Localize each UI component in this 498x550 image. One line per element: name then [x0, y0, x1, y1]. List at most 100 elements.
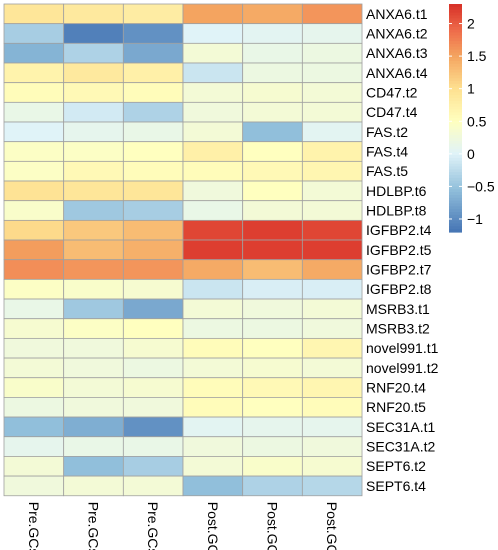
heatmap-cell [182, 180, 244, 202]
legend-gradient-step [449, 86, 462, 91]
heatmap-cell [182, 396, 244, 418]
heatmap-cell [63, 23, 124, 44]
heatmap-cell [182, 121, 244, 143]
legend-gradient-step [449, 135, 462, 139]
heatmap-cell [3, 219, 65, 241]
heatmap-cell [3, 259, 65, 280]
legend-gradient-step [449, 206, 462, 210]
heatmap-cell [63, 200, 124, 221]
heatmap-cell [301, 42, 363, 64]
row-label: novel991.t1 [366, 340, 439, 356]
heatmap-cell [122, 318, 184, 339]
heatmap-cells [3, 3, 363, 497]
heatmap-cell [242, 42, 303, 64]
heatmap-cell [122, 357, 184, 379]
legend-gradient-step [449, 137, 462, 142]
heatmap-cell [63, 377, 124, 398]
heatmap-cell [63, 318, 124, 339]
legend-gradient-step [449, 46, 462, 51]
color-legend: 2 1.5 1 0.5 0 −0.5 −1 [449, 4, 495, 233]
legend-gradient-step [449, 149, 462, 153]
heatmap-cell [301, 23, 363, 44]
heatmap-cell [63, 396, 124, 418]
row-label: ANXA6.t1 [366, 6, 428, 22]
legend-gradient-step [449, 155, 462, 159]
legend-gradient-step [449, 229, 462, 233]
heatmap-cell [3, 42, 65, 64]
heatmap-cell [301, 298, 363, 320]
row-label: novel991.t2 [366, 360, 439, 376]
heatmap-cell [242, 436, 303, 457]
legend-gradient-step [449, 63, 462, 68]
legend-gradient-step [449, 140, 462, 145]
heatmap-cell [122, 42, 184, 64]
heatmap-cell [301, 337, 363, 359]
heatmap-cell [182, 298, 244, 320]
heatmap-cell [301, 475, 363, 497]
legend-gradient-step [449, 183, 462, 187]
legend-gradient-step [449, 69, 462, 73]
heatmap-cell [63, 62, 124, 84]
column-label: Post.GCs.2 [265, 502, 281, 550]
heatmap-cell [242, 396, 303, 418]
legend-gradient-step [449, 35, 462, 39]
legend-gradient-step [449, 120, 462, 125]
legend-gradient-step [449, 132, 462, 136]
heatmap-cell [63, 278, 124, 300]
heatmap-cell [3, 298, 65, 320]
heatmap-cell [242, 141, 303, 162]
heatmap-cell [182, 200, 244, 221]
row-label: CD47.t4 [366, 104, 418, 120]
column-label: Post.GCs.3 [324, 502, 340, 550]
heatmap-cell [63, 298, 124, 320]
row-label: CD47.t2 [366, 85, 418, 101]
legend-tick-label: 0 [467, 146, 475, 162]
legend-gradient-step [449, 38, 462, 42]
legend-gradient-step [449, 92, 462, 96]
legend-gradient-step [449, 226, 462, 230]
legend-gradient-step [449, 197, 462, 202]
legend-tick-label: −1 [467, 211, 483, 227]
heatmap-cell [3, 337, 65, 359]
heatmap-cell [63, 141, 124, 162]
heatmap-cell [242, 219, 303, 241]
heatmap-cell [182, 3, 244, 25]
heatmap-cell [242, 121, 303, 143]
heatmap-cell [301, 239, 363, 261]
legend-gradient-step [449, 100, 462, 105]
legend-gradient-step [449, 95, 462, 99]
row-label: RNF20.t5 [366, 399, 426, 415]
heatmap-cell [301, 200, 363, 221]
legend-gradient-step [449, 129, 462, 133]
heatmap-cell [63, 82, 124, 103]
legend-gradient-step [449, 220, 462, 225]
legend-gradient-step [449, 189, 462, 193]
heatmap-cell [122, 239, 184, 261]
heatmap-cell [301, 456, 363, 477]
legend-gradient-step [449, 26, 462, 31]
heatmap-cell [301, 416, 363, 438]
heatmap-cell [182, 259, 244, 280]
legend-gradient-step [449, 89, 462, 93]
heatmap-cell [63, 42, 124, 64]
heatmap-cell [3, 121, 65, 143]
legend-gradient-step [449, 29, 462, 34]
heatmap-cell [301, 396, 363, 418]
heatmap-cell [242, 278, 303, 300]
legend-gradient-step [449, 78, 462, 82]
row-label: IGFBP2.t5 [366, 242, 432, 258]
heatmap-cell [122, 82, 184, 103]
heatmap-cell [242, 23, 303, 44]
legend-gradient-step [449, 192, 462, 196]
heatmap-cell [242, 456, 303, 477]
legend-tick-label: 0.5 [467, 113, 487, 129]
heatmap-cell [3, 278, 65, 300]
heatmap-cell [122, 23, 184, 44]
heatmap-cell [122, 101, 184, 123]
legend-gradient-step [449, 214, 462, 219]
legend-gradient-step [449, 160, 462, 165]
heatmap-cell [3, 23, 65, 44]
legend-gradient-step [449, 163, 462, 168]
heatmap-cell [63, 357, 124, 379]
